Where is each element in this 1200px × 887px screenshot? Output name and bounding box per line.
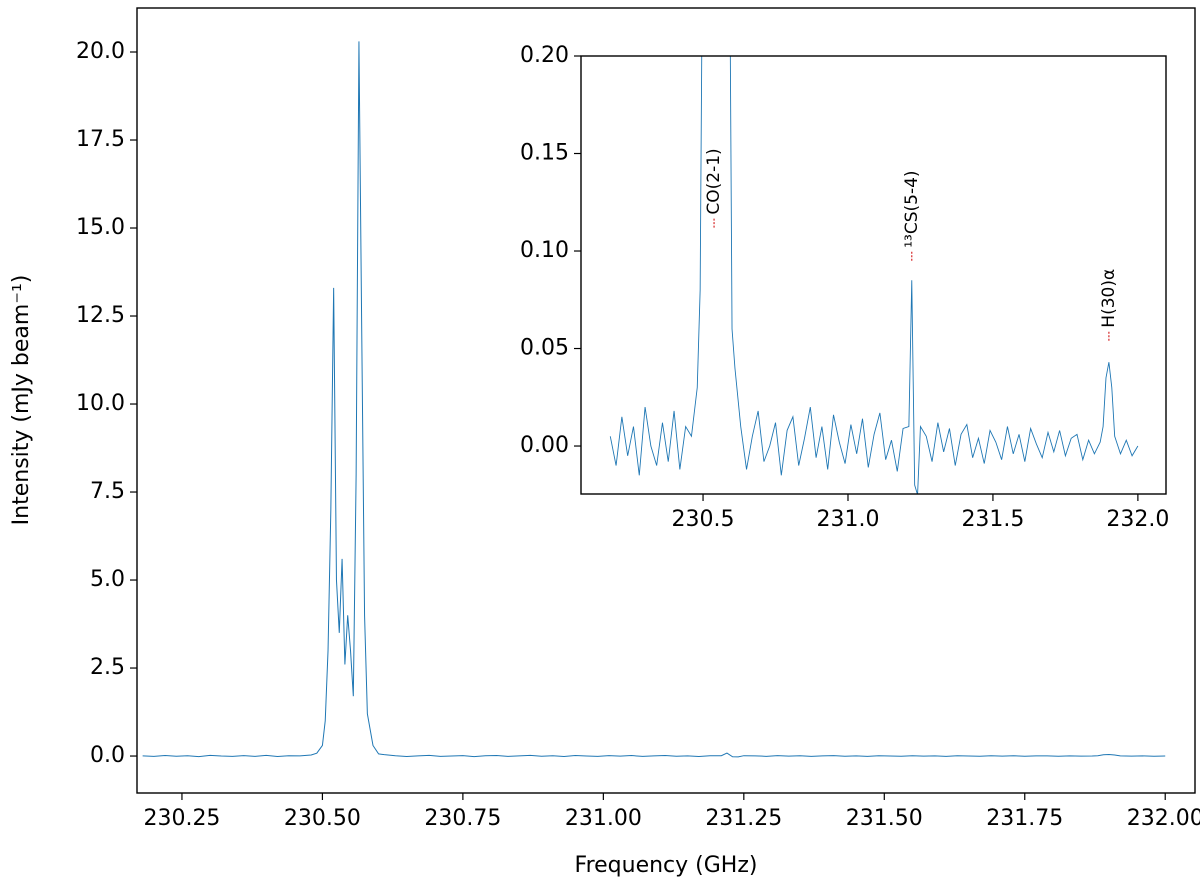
x-axis-label: Frequency (GHz) <box>575 853 758 878</box>
x-tick-label: 231.00 <box>565 806 642 831</box>
x-tick-label: 231.50 <box>846 806 923 831</box>
x-tick-label: 230.50 <box>284 806 361 831</box>
x-tick-label: 231.0 <box>816 507 879 532</box>
spectrum-line <box>142 41 1166 758</box>
y-tick-label: 0.05 <box>520 336 569 361</box>
x-tick-label: 232.0 <box>1106 507 1169 532</box>
y-tick-label: 10.0 <box>76 391 125 416</box>
axes-frame <box>136 7 1196 794</box>
y-tick-label: 17.5 <box>76 127 125 152</box>
y-tick-label: 2.5 <box>90 655 125 680</box>
y-tick-label: 0.00 <box>520 433 569 458</box>
annotation-label: CO(2-1) <box>704 148 724 214</box>
axes-background <box>581 56 1166 494</box>
y-axis-label: Intensity (mJy beam⁻¹) <box>9 275 34 526</box>
y-tick-label: 0.10 <box>520 238 569 263</box>
x-tick-label: 230.25 <box>143 806 220 831</box>
y-tick-label: 5.0 <box>90 567 125 592</box>
x-tick-label: 231.5 <box>961 507 1024 532</box>
annotation-label: ¹³CS(5-4) <box>902 170 922 247</box>
y-tick-label: 0.0 <box>90 743 125 768</box>
axes-frame <box>580 55 1167 495</box>
x-tick-label: 232.00 <box>1127 806 1200 831</box>
y-tick-label: 12.5 <box>76 303 125 328</box>
x-tick-label: 230.5 <box>672 507 735 532</box>
y-tick-label: 7.5 <box>90 479 125 504</box>
y-tick-label: 0.20 <box>520 43 569 68</box>
spectrum-line <box>609 56 1139 494</box>
x-tick-label: 231.75 <box>986 806 1063 831</box>
y-tick-label: 0.15 <box>520 141 569 166</box>
x-tick-label: 230.75 <box>424 806 501 831</box>
y-tick-label: 15.0 <box>76 215 125 240</box>
annotation-label: H(30)α <box>1099 269 1119 328</box>
y-tick-label: 20.0 <box>76 39 125 64</box>
x-tick-label: 231.25 <box>705 806 782 831</box>
